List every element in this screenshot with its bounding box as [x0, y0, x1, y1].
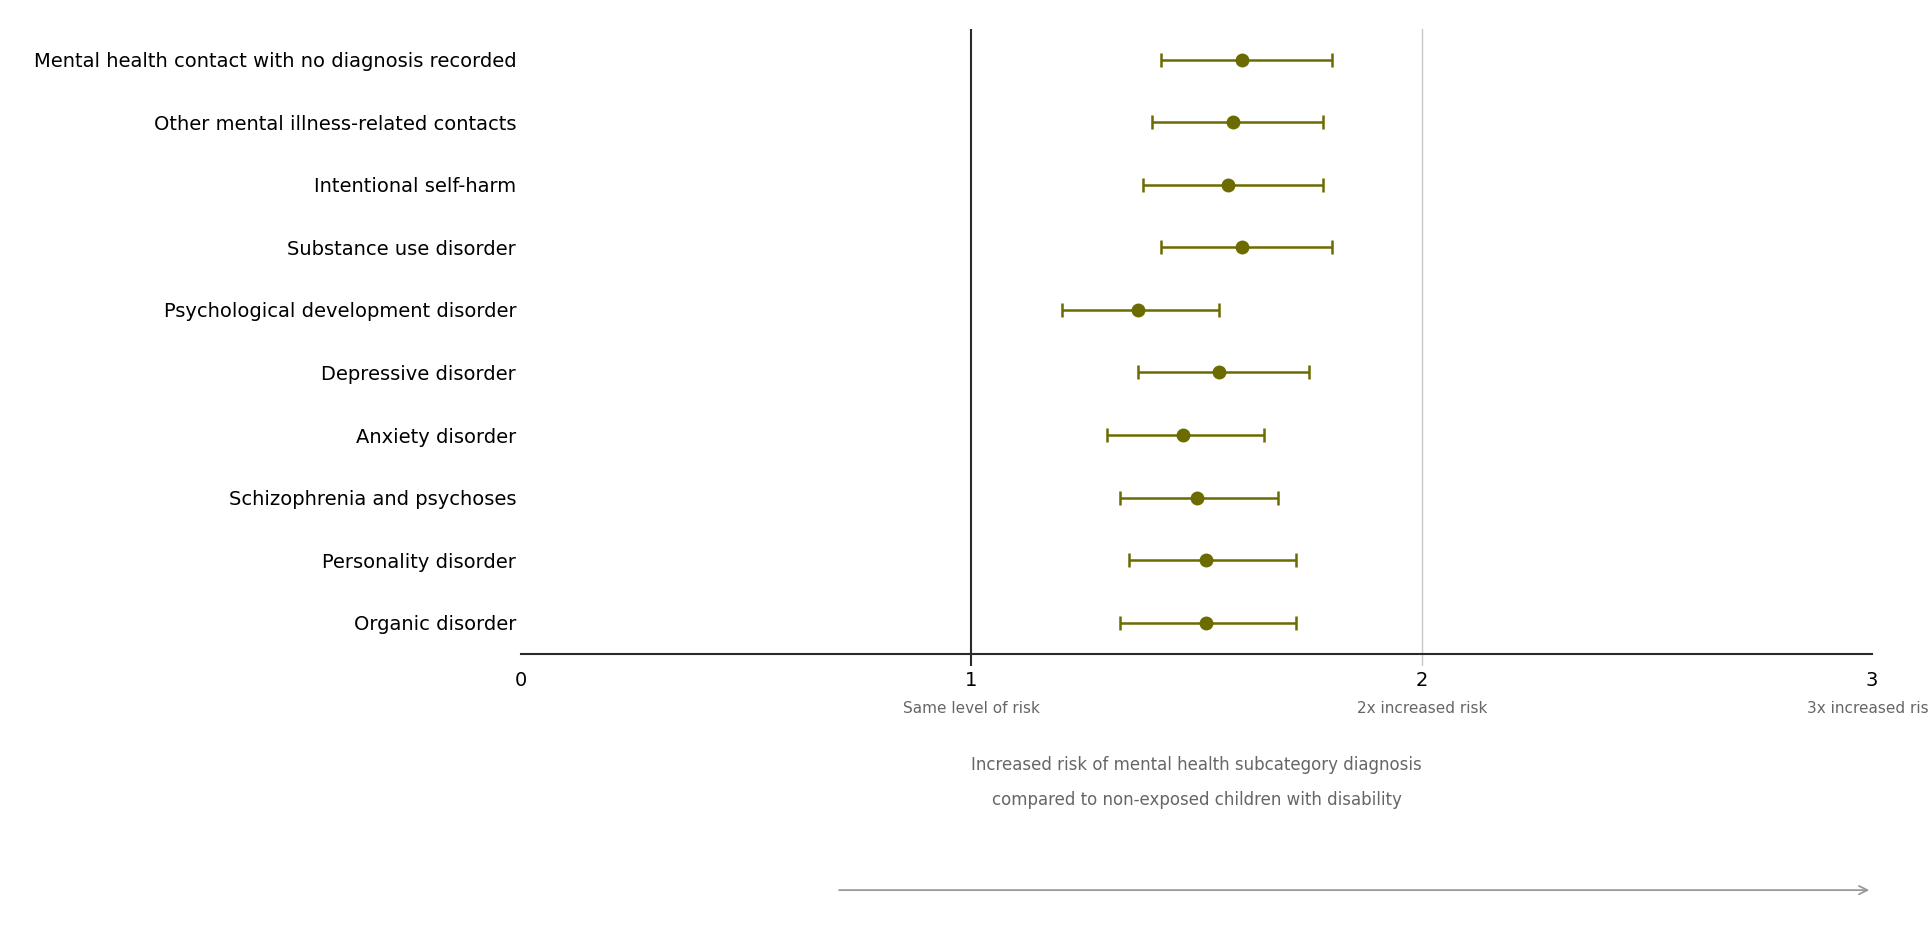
Text: Increased risk of mental health subcategory diagnosis: Increased risk of mental health subcateg… [971, 756, 1422, 774]
Text: 3x increased risk: 3x increased risk [1806, 702, 1930, 717]
Text: Same level of risk: Same level of risk [903, 702, 1040, 717]
Text: compared to non-exposed children with disability: compared to non-exposed children with di… [992, 791, 1401, 809]
Text: 2x increased risk: 2x increased risk [1357, 702, 1486, 717]
